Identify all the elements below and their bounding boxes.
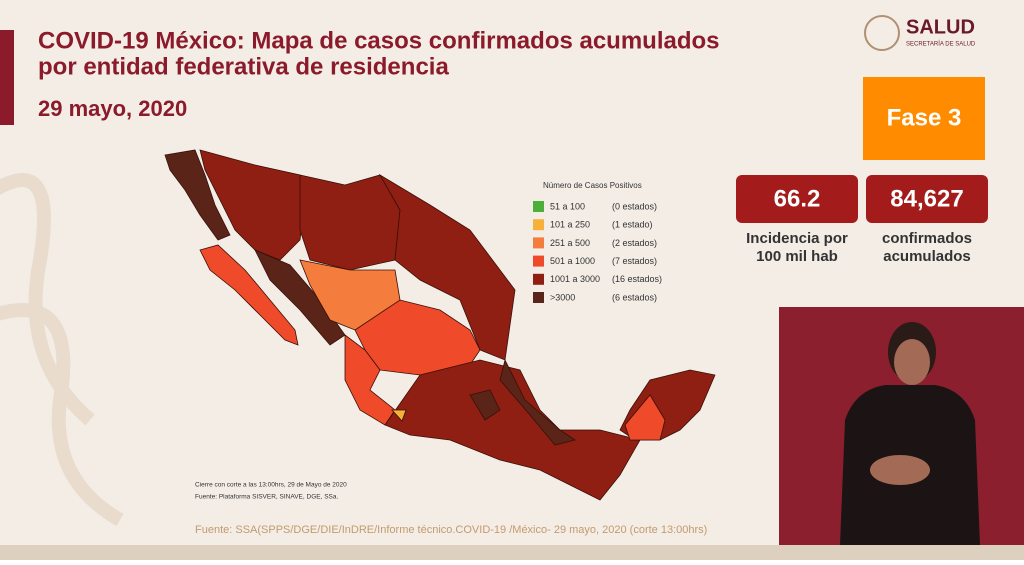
- state: [199, 244, 299, 346]
- legend-swatch: [533, 255, 544, 267]
- state: [299, 174, 401, 271]
- logo-subtitle: SECRETARÍA DE SALUD: [906, 41, 976, 48]
- legend-count: (16 estados): [612, 274, 662, 284]
- title: por entidad federativa de residencia: [38, 53, 449, 80]
- legend-range: 251 a 500: [550, 238, 590, 248]
- map-note: Fuente: Plataforma SISVER, SINAVE, DGE, …: [195, 494, 338, 501]
- stat-box: [866, 175, 988, 223]
- stat-value: 84,627: [890, 185, 963, 212]
- state: [469, 389, 501, 421]
- state: [391, 409, 407, 422]
- stat-label: Incidencia por: [746, 230, 848, 247]
- map: [164, 149, 716, 501]
- logo-emblem: [864, 15, 900, 51]
- stat-value: 66.2: [774, 185, 821, 212]
- phase-box: [863, 77, 985, 160]
- stat-box: [736, 175, 858, 223]
- stat-label: acumulados: [883, 248, 971, 265]
- legend-range: 101 a 250: [550, 220, 590, 230]
- person-face: [894, 339, 930, 385]
- legend-title: Número de Casos Positivos: [543, 181, 642, 190]
- state: [164, 149, 231, 241]
- state: [199, 149, 306, 261]
- phase: Fase 3: [887, 104, 962, 131]
- legend-count: (0 estados): [612, 201, 657, 211]
- legend-range: 501 a 1000: [550, 256, 595, 266]
- state: [499, 358, 576, 446]
- person-hands: [870, 455, 930, 485]
- legend-range: 51 a 100: [550, 201, 585, 211]
- legend-count: (7 estados): [612, 256, 657, 266]
- title: COVID-19 México: Mapa de casos confirmad…: [38, 27, 720, 54]
- legend-swatch: [533, 273, 544, 285]
- legend-count: (1 estado): [612, 220, 653, 230]
- background-pattern: [0, 173, 124, 527]
- video-panel: [779, 307, 1024, 545]
- state: [254, 249, 346, 346]
- stat-label: confirmados: [882, 230, 972, 247]
- legend-swatch: [533, 201, 544, 212]
- legend-range: >3000: [550, 292, 575, 302]
- source: Fuente: SSA(SPPS/DGE/DIE/InDRE/Informe t…: [195, 524, 707, 536]
- accent-bar: [0, 30, 14, 125]
- map-note: Cierre con corte a las 13:00hrs, 29 de M…: [195, 482, 347, 489]
- bottom-strip: [0, 545, 1024, 560]
- date: 29 mayo, 2020: [38, 96, 187, 121]
- logo-name: SALUD: [906, 16, 975, 38]
- legend-swatch: [533, 219, 544, 231]
- legend-swatch: [533, 237, 544, 249]
- state: [384, 359, 641, 501]
- stat-label: 100 mil hab: [756, 248, 838, 265]
- legend-count: (2 estados): [612, 238, 657, 248]
- state: [624, 394, 666, 441]
- legend-range: 1001 a 3000: [550, 274, 600, 284]
- legend-count: (6 estados): [612, 292, 657, 302]
- legend-swatch: [533, 292, 544, 303]
